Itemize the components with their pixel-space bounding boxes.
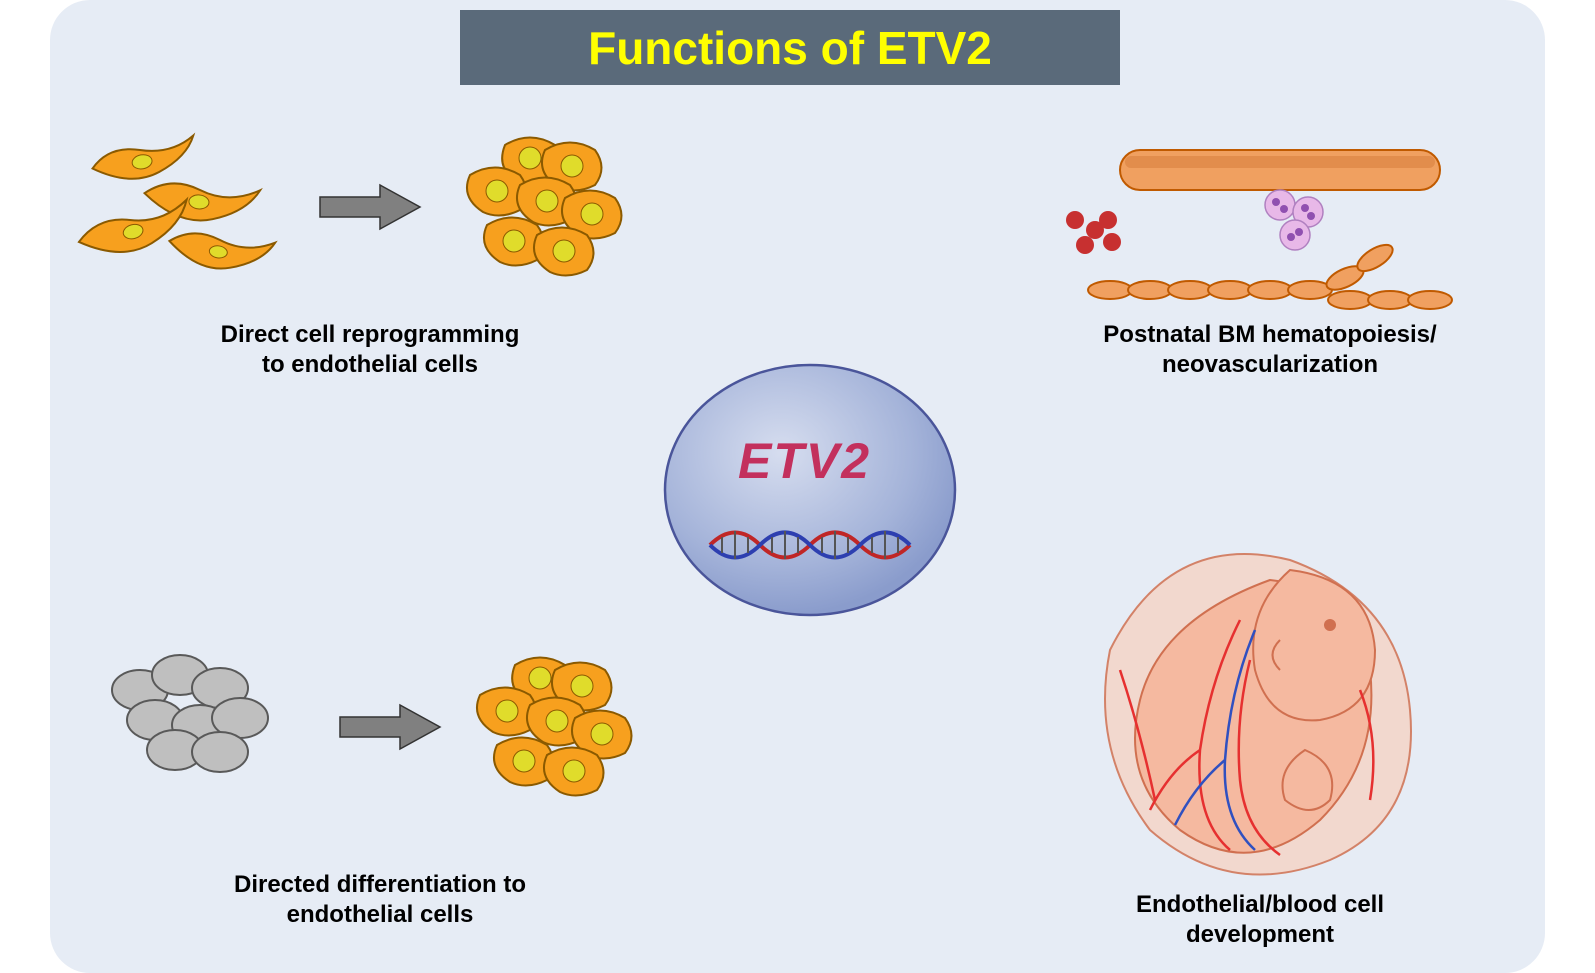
endothelial-cluster-top-icon (467, 138, 622, 276)
arrow-icon (320, 185, 420, 229)
psc-cluster-icon (112, 655, 268, 772)
label-top-left: Direct cell reprogrammingto endothelial … (180, 320, 560, 380)
endothelial-cluster-bottom-icon (477, 658, 632, 796)
etv2-label: ETV2 (738, 432, 871, 490)
label-top-right: Postnatal BM hematopoiesis/neovasculariz… (1050, 320, 1490, 380)
hematopoiesis-icon (1066, 150, 1452, 309)
etv2-sphere-icon (665, 365, 955, 615)
arrow-icon (340, 705, 440, 749)
fibroblast-cluster-icon (76, 136, 276, 276)
embryo-icon (1105, 554, 1411, 875)
diagram-canvas: Functions of ETV2 (50, 0, 1545, 973)
label-bottom-left: Directed differentiation toendothelial c… (190, 870, 570, 930)
label-bottom-right: Endothelial/blood celldevelopment (1070, 890, 1450, 950)
